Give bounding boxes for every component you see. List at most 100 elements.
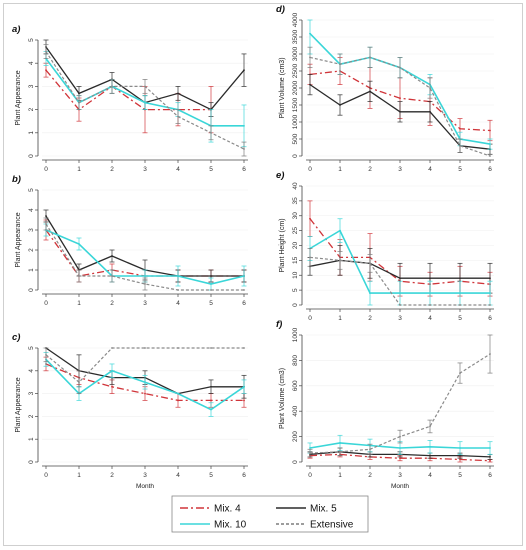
x-tick-label: 3 xyxy=(143,472,147,479)
data-point xyxy=(399,457,401,460)
data-point xyxy=(45,215,47,217)
y-tick-label: 35 xyxy=(292,197,299,205)
data-point xyxy=(339,442,341,444)
data-point xyxy=(177,392,179,395)
x-tick-label: 5 xyxy=(458,315,462,322)
panel-label: d) xyxy=(276,4,285,15)
data-point xyxy=(399,277,401,280)
y-tick-label: 25 xyxy=(292,227,299,235)
data-point xyxy=(210,283,212,285)
data-point xyxy=(45,69,47,72)
data-point xyxy=(489,143,491,146)
data-point xyxy=(243,148,245,150)
data-point xyxy=(177,347,179,349)
data-point xyxy=(339,259,341,262)
data-point xyxy=(309,447,311,449)
y-tick-label: 5 xyxy=(28,346,35,350)
y-tick-label: 4000 xyxy=(292,12,299,27)
data-point xyxy=(144,392,146,395)
data-point xyxy=(78,243,80,245)
data-point xyxy=(369,448,371,451)
data-point xyxy=(210,347,212,349)
y-tick-label: 3000 xyxy=(292,46,299,61)
y-tick-label: 2 xyxy=(28,107,35,111)
data-point xyxy=(429,454,431,457)
x-tick-label: 0 xyxy=(308,472,312,479)
data-point xyxy=(309,56,311,59)
data-point xyxy=(45,50,47,53)
data-point xyxy=(399,66,401,69)
data-point xyxy=(489,155,491,157)
y-tick-label: 1 xyxy=(28,268,35,272)
panel-4: 0 5 10 15 20 25 30 35 40 0 1 2 3 4 5 6 e) Plant Height (c… xyxy=(276,170,494,322)
data-point xyxy=(459,458,461,461)
panel-5: 0 200 400 600 800 1000 0 1 2 3 4 5 6 f) Plant Volume (… xyxy=(276,319,494,490)
x-tick-label: 3 xyxy=(143,166,147,173)
data-point xyxy=(144,347,146,349)
data-point xyxy=(489,456,491,458)
data-point xyxy=(369,56,371,59)
data-point xyxy=(399,304,401,306)
x-tick-label: 0 xyxy=(308,315,312,322)
y-axis-label: Plant Appearance xyxy=(15,377,22,432)
y-tick-label: 4 xyxy=(28,208,35,212)
y-tick-label: 3 xyxy=(28,391,35,395)
x-tick-label: 1 xyxy=(77,300,81,307)
y-tick-label: 0 xyxy=(28,288,35,292)
y-tick-label: 2000 xyxy=(292,80,299,95)
data-point xyxy=(309,452,311,455)
data-point xyxy=(309,32,311,35)
y-tick-label: 4 xyxy=(28,61,35,65)
x-axis-label: Month xyxy=(391,483,409,490)
data-point xyxy=(459,144,461,147)
data-point xyxy=(78,381,80,384)
series-line xyxy=(45,69,211,111)
panel-label: c) xyxy=(12,332,20,343)
y-axis-label: Plant Volume (cm3) xyxy=(279,57,286,118)
legend-label: Mix. 4 xyxy=(214,504,241,515)
x-tick-label: 0 xyxy=(44,300,48,307)
x-tick-label: 1 xyxy=(338,472,342,479)
legend-box xyxy=(171,495,369,533)
y-tick-label: 1000 xyxy=(292,114,299,129)
data-point xyxy=(144,85,146,88)
y-tick-label: 4 xyxy=(28,369,35,373)
x-tick-label: 3 xyxy=(398,472,402,479)
data-point xyxy=(45,353,47,356)
y-axis-label: Plant Appearance xyxy=(15,212,22,267)
x-tick-label: 4 xyxy=(176,472,180,479)
data-point xyxy=(144,283,146,285)
y-tick-label: 20 xyxy=(292,242,299,250)
x-tick-label: 3 xyxy=(398,315,402,322)
y-tick-label: 3500 xyxy=(292,29,299,44)
data-point xyxy=(399,97,401,100)
y-tick-label: 0 xyxy=(292,460,299,464)
series-extensive xyxy=(307,248,491,306)
y-tick-label: 3 xyxy=(28,84,35,88)
data-point xyxy=(429,110,431,113)
data-point xyxy=(243,69,245,72)
data-point xyxy=(111,347,113,349)
x-tick-label: 2 xyxy=(368,166,372,173)
data-point xyxy=(111,385,113,388)
panel-label: b) xyxy=(12,174,21,185)
data-point xyxy=(144,381,146,384)
data-point xyxy=(489,292,491,294)
y-tick-label: 1000 xyxy=(292,327,299,342)
data-point xyxy=(369,292,371,294)
series-extensive xyxy=(307,46,491,157)
x-tick-label: 4 xyxy=(428,472,432,479)
y-tick-label: 30 xyxy=(292,212,299,220)
data-point xyxy=(111,85,113,88)
data-point xyxy=(210,289,212,291)
data-point xyxy=(177,92,179,95)
x-tick-label: 6 xyxy=(242,166,246,173)
x-tick-label: 5 xyxy=(458,166,462,173)
data-point xyxy=(177,289,179,291)
x-tick-label: 6 xyxy=(242,472,246,479)
x-tick-label: 1 xyxy=(77,472,81,479)
x-tick-label: 4 xyxy=(428,166,432,173)
data-point xyxy=(429,277,431,280)
data-point xyxy=(177,115,179,118)
